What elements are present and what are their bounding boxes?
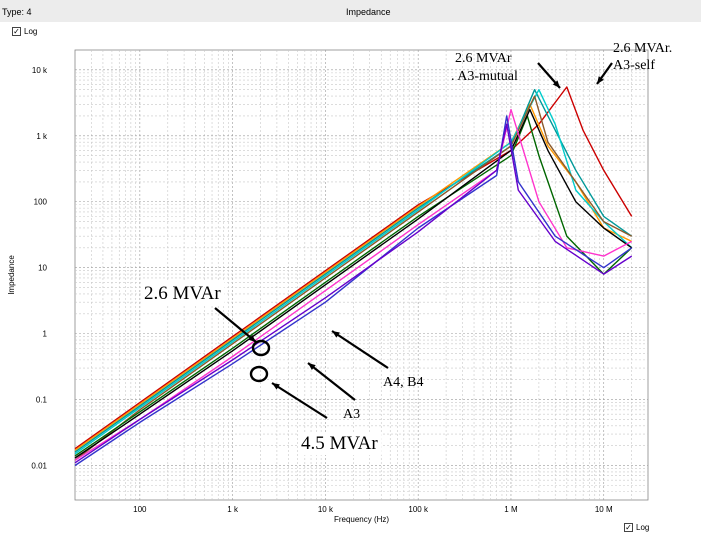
annotation-label-background	[298, 432, 382, 455]
y-tick-label: 0.1	[36, 396, 48, 405]
annotation-label-background	[141, 282, 225, 305]
x-tick-label: 100	[133, 505, 147, 514]
annotation-label: A3	[343, 407, 360, 422]
annotation-label: 2.6 MVAr.	[613, 41, 672, 56]
x-tick-label: 10 k	[318, 505, 334, 514]
y-tick-label: 10 k	[32, 66, 48, 75]
window-title: Impedance	[346, 7, 391, 17]
y-tick-label: 100	[34, 198, 48, 207]
highlight-circle-lower	[249, 365, 269, 383]
annotation-arrows	[214, 62, 613, 419]
y-axis-label: Impedance	[7, 255, 16, 295]
annotation-label: 2.6 MVAr	[455, 51, 512, 66]
annotation-arrowhead	[248, 334, 256, 342]
annotation-arrow	[214, 307, 257, 343]
annotation-arrowhead	[597, 76, 604, 84]
y-log-check-icon: ✓	[12, 27, 21, 36]
annotation-label: . A3-mutual	[451, 69, 518, 84]
annotation-arrowhead	[308, 363, 316, 371]
annotation-label: A4, B4	[383, 375, 423, 390]
y-log-checkbox[interactable]: ✓ Log	[12, 27, 37, 36]
series-line	[74, 123, 633, 464]
x-tick-label: 1 k	[227, 505, 239, 514]
annotation-arrowhead	[272, 383, 280, 390]
x-tick-label: 1 M	[504, 505, 518, 514]
x-log-label: Log	[636, 523, 650, 532]
type-label: Type: 4	[2, 7, 32, 17]
series-line	[74, 115, 633, 457]
window-titlebar: Type: 4 Impedance	[0, 0, 701, 22]
y-tick-label: 10	[38, 264, 47, 273]
series-line	[74, 115, 633, 467]
grid-lines	[75, 50, 648, 500]
y-tick-label: 0.01	[31, 462, 47, 471]
x-tick-label: 100 k	[408, 505, 429, 514]
x-axis-label: Frequency (Hz)	[334, 515, 389, 524]
y-log-label: Log	[24, 27, 38, 36]
annotation-arrow	[331, 330, 389, 369]
highlight-circle-upper	[251, 339, 271, 357]
annotation-arrowhead	[552, 80, 560, 88]
x-log-checkbox[interactable]: ✓ Log	[624, 523, 649, 532]
annotation-arrow	[307, 362, 356, 401]
annotation-label: 2.6 MVAr	[144, 283, 221, 304]
y-tick-label: 1 k	[36, 132, 48, 141]
x-tick-label: 10 M	[595, 505, 613, 514]
y-tick-label: 1	[43, 330, 48, 339]
x-log-check-icon: ✓	[624, 523, 633, 532]
annotation-label: A3-self	[613, 58, 655, 73]
annotation-arrowhead	[332, 331, 340, 338]
annotation-label: 4.5 MVAr	[301, 433, 378, 454]
annotation-arrow	[271, 382, 328, 419]
